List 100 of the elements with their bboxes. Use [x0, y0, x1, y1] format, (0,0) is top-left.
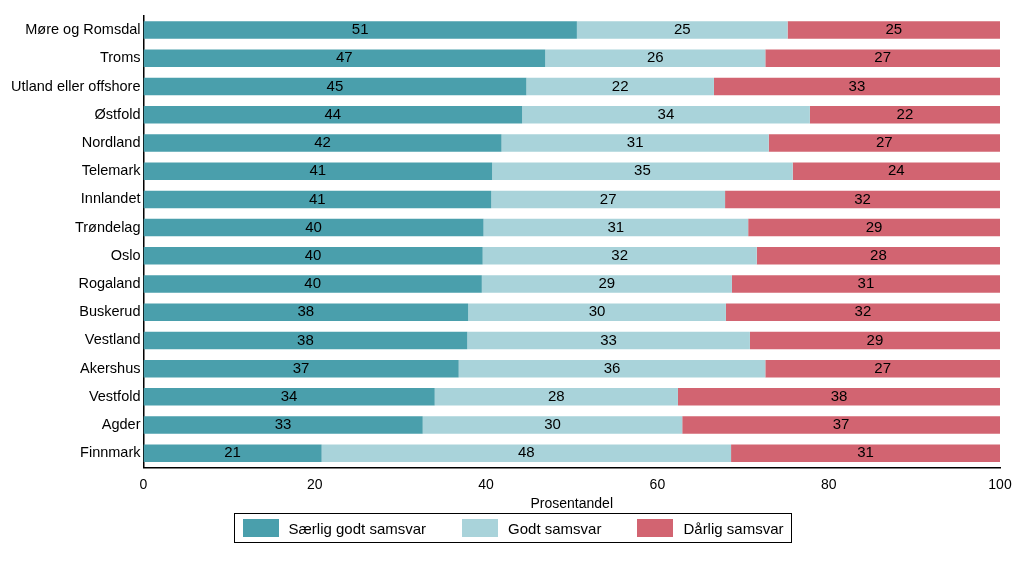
data-label: 28	[870, 245, 887, 263]
bar	[768, 134, 1000, 152]
bar	[492, 162, 793, 180]
bar	[748, 218, 1000, 237]
bar	[143, 134, 502, 152]
data-label: 25	[673, 20, 691, 38]
y-tick-label: Troms	[99, 49, 141, 66]
bar	[143, 21, 577, 39]
data-label: 30	[544, 415, 561, 433]
bar	[143, 388, 435, 406]
bar	[143, 77, 527, 96]
y-tick-label: Buskerud	[79, 303, 141, 320]
data-label: 32	[611, 245, 629, 263]
bar	[143, 49, 546, 68]
bar	[321, 444, 732, 463]
data-label: 42	[314, 133, 331, 151]
bar	[756, 247, 1000, 265]
bar	[143, 303, 469, 321]
x-axis-title: Prosentandel	[530, 495, 614, 512]
bar	[481, 275, 732, 293]
data-label: 33	[848, 76, 866, 94]
data-label: 45	[326, 76, 344, 94]
data-label: 38	[830, 387, 848, 405]
data-label: 29	[866, 330, 884, 348]
data-label: 26	[646, 48, 664, 66]
data-label: 29	[865, 217, 883, 235]
bar	[526, 77, 714, 96]
legend-label: Godt samsvar	[508, 519, 602, 537]
data-label: 33	[600, 330, 617, 348]
bar	[143, 106, 523, 124]
bar	[143, 162, 493, 180]
legend-label: Dårlig samsvar	[683, 519, 784, 537]
legend-label: Særlig godt samsvar	[288, 519, 427, 537]
data-label: 35	[634, 161, 651, 179]
y-tick-label: Utland eller offshore	[10, 77, 141, 94]
data-label: 31	[857, 274, 875, 292]
data-label: 41	[309, 161, 327, 179]
data-label: 25	[885, 20, 903, 38]
y-tick-label: Agder	[101, 416, 141, 433]
bar	[792, 162, 1000, 180]
data-label: 32	[854, 189, 871, 207]
data-label: 32	[854, 302, 872, 320]
bar	[545, 49, 766, 68]
bar	[765, 49, 1000, 68]
bar	[143, 275, 482, 293]
data-label: 37	[832, 415, 850, 433]
x-tick-label: 20	[307, 475, 323, 492]
data-label: 40	[304, 245, 322, 263]
bar	[522, 106, 810, 124]
y-tick-label: Telemark	[81, 162, 142, 179]
bar	[143, 190, 492, 209]
bar	[143, 218, 484, 237]
data-label: 31	[607, 217, 625, 235]
x-tick-label: 60	[649, 475, 666, 492]
bar	[143, 247, 483, 265]
data-label: 36	[603, 358, 621, 376]
data-label: 34	[657, 104, 675, 122]
x-tick-label: 80	[820, 475, 837, 492]
bar	[467, 331, 750, 350]
bar	[143, 331, 468, 350]
bar	[731, 275, 1000, 293]
bar	[677, 388, 1000, 406]
bar	[482, 247, 757, 265]
y-tick-label: Vestfold	[88, 387, 141, 404]
data-label: 27	[599, 189, 617, 207]
data-label: 24	[888, 161, 905, 179]
data-label: 31	[857, 443, 874, 461]
y-tick-label: Møre og Romsdal	[25, 21, 141, 38]
data-label: 33	[274, 415, 292, 433]
data-label: 27	[874, 358, 891, 376]
data-label: 37	[292, 358, 310, 376]
x-tick-label: 40	[478, 475, 495, 492]
data-label: 40	[305, 217, 322, 235]
bar	[749, 331, 1000, 350]
data-label: 38	[297, 302, 315, 320]
y-tick-label: Finnmark	[80, 444, 142, 461]
y-tick-label: Rogaland	[78, 275, 141, 292]
bar	[434, 388, 678, 406]
data-label: 48	[518, 443, 535, 461]
bar	[143, 444, 322, 463]
bar	[143, 359, 459, 378]
data-label: 29	[598, 274, 616, 292]
data-label: 27	[876, 133, 893, 151]
data-label: 27	[874, 48, 891, 66]
x-tick-label: 0	[139, 475, 148, 492]
data-label: 31	[626, 133, 644, 151]
y-tick-label: Vestland	[84, 331, 141, 348]
data-label: 44	[324, 104, 342, 122]
data-label: 30	[588, 302, 606, 320]
x-tick-label: 100	[988, 475, 1012, 492]
bar	[491, 190, 726, 209]
bar	[809, 106, 1000, 124]
y-tick-label: Oslo	[110, 246, 141, 263]
bar	[725, 303, 1000, 321]
data-label: 38	[297, 330, 314, 348]
data-label: 28	[547, 387, 565, 405]
data-label: 34	[280, 387, 298, 405]
data-label: 51	[351, 20, 369, 38]
data-label: 40	[304, 274, 321, 292]
y-tick-label: Nordland	[81, 133, 141, 150]
